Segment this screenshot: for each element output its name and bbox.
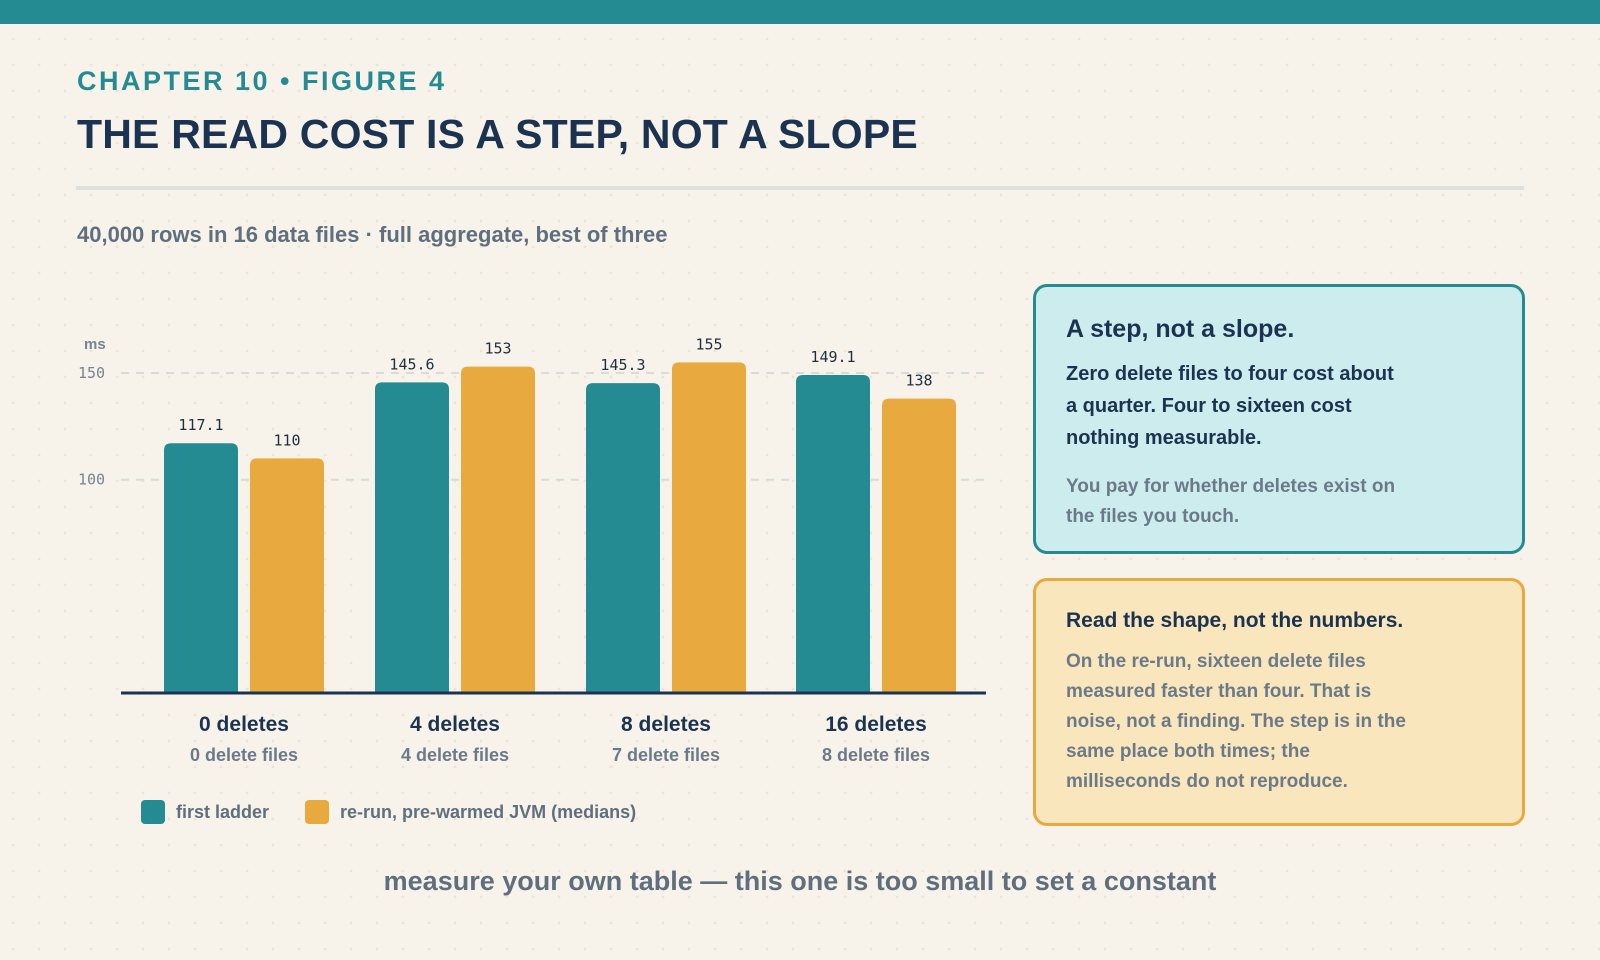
callout-step-note: You pay for whether deletes exist on the… xyxy=(1066,476,1396,527)
bar-chart: 100 150 ms 117.1 110 0 deletes 0 delete files 1… xyxy=(78,335,986,765)
x-category-label-1: 4 deletes xyxy=(410,713,500,736)
bar-value-label-first-ladder-2: 145.3 xyxy=(600,356,645,374)
title-divider xyxy=(76,186,1524,190)
chart-legend: first ladder re-run, pre-warmed JVM (med… xyxy=(141,800,672,824)
callout-step-title: A step, not a slope. xyxy=(1066,315,1295,343)
legend-swatch-teal xyxy=(141,800,165,824)
bar-rerun-2 xyxy=(672,362,746,693)
bar-first-ladder-2 xyxy=(586,383,660,693)
bar-first-ladder-1 xyxy=(375,382,449,693)
x-category-sublabel-2: 7 delete files xyxy=(612,745,720,765)
callout-step-body: Zero delete files to four cost about a q… xyxy=(1066,363,1394,449)
bar-value-label-rerun-3: 138 xyxy=(905,372,932,390)
top-accent-bar xyxy=(0,0,1600,24)
footer-caption: measure your own table — this one is too… xyxy=(383,866,1217,896)
legend-item-rerun: re-run, pre-warmed JVM (medians) xyxy=(305,800,636,824)
bar-value-label-first-ladder-3: 149.1 xyxy=(810,348,855,366)
legend-label-rerun: re-run, pre-warmed JVM (medians) xyxy=(340,801,637,822)
callout-shape-card: Read the shape, not the numbers. On the … xyxy=(1033,578,1525,826)
bar-value-label-rerun-0: 110 xyxy=(273,431,300,449)
figure-subtitle: 40,000 rows in 16 data files · full aggr… xyxy=(77,222,668,247)
x-category-label-2: 8 deletes xyxy=(621,713,711,736)
bar-value-label-first-ladder-1: 145.6 xyxy=(389,355,434,373)
x-category-label-3: 16 deletes xyxy=(825,713,927,736)
callout-shape-title: Read the shape, not the numbers. xyxy=(1066,609,1404,632)
x-category-sublabel-0: 0 delete files xyxy=(190,745,298,765)
bar-first-ladder-3 xyxy=(796,374,870,693)
bar-rerun-1 xyxy=(461,366,535,693)
bar-value-label-rerun-1: 153 xyxy=(484,340,511,358)
legend-swatch-amber xyxy=(305,800,330,824)
bar-value-label-rerun-2: 155 xyxy=(695,335,722,353)
x-category-sublabel-3: 8 delete files xyxy=(822,745,930,765)
bar-first-ladder-0 xyxy=(164,443,238,693)
y-axis-unit-label: ms xyxy=(84,336,106,353)
x-category-label-0: 0 deletes xyxy=(199,713,289,736)
bar-rerun-0 xyxy=(250,458,324,693)
y-tick-label-100: 100 xyxy=(78,471,105,489)
legend-item-first-ladder: first ladder xyxy=(141,800,269,824)
callout-shape-note: On the re-run, sixteen delete files meas… xyxy=(1066,651,1406,792)
bar-rerun-3 xyxy=(882,398,956,693)
figure-kicker: CHAPTER 10 • FIGURE 4 xyxy=(77,66,447,96)
legend-label-first-ladder: first ladder xyxy=(176,801,270,822)
figure-title: THE READ COST IS A STEP, NOT A SLOPE xyxy=(77,111,918,157)
y-tick-label-150: 150 xyxy=(78,364,105,382)
x-category-sublabel-1: 4 delete files xyxy=(401,745,509,765)
callout-step-card: A step, not a slope. Zero delete files t… xyxy=(1033,284,1525,554)
bar-value-label-first-ladder-0: 117.1 xyxy=(178,416,223,434)
